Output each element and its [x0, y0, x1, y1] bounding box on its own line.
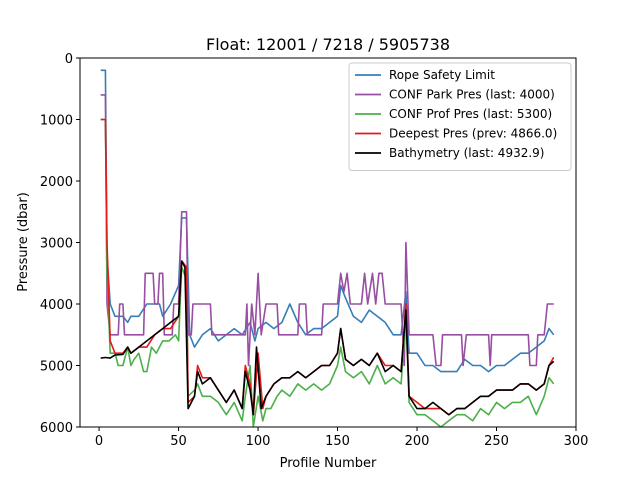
x-tick-label: 250 [484, 434, 509, 449]
y-tick-label: 6000 [40, 421, 73, 436]
legend-entry: Deepest Pres (prev: 4866.0) [389, 127, 557, 141]
legend-entry: Rope Safety Limit [389, 68, 495, 82]
x-tick-label: 0 [95, 434, 103, 449]
legend-entry: CONF Prof Pres (last: 5300) [389, 107, 552, 121]
legend-box [348, 62, 572, 171]
series-line-3 [100, 118, 555, 427]
chart-title: Float: 12001 / 7218 / 5905738 [206, 35, 450, 54]
x-tick-label: 150 [325, 434, 350, 449]
legend: Rope Safety Limit CONF Park Pres (last: 4… [348, 62, 572, 171]
legend-entry: CONF Park Pres (last: 4000) [389, 88, 555, 102]
y-axis: 0 1000 2000 3000 4000 5000 6000 [40, 52, 80, 436]
series-line-2 [100, 94, 554, 367]
y-tick-label: 2000 [40, 175, 73, 190]
legend-entry: Bathymetry (last: 4932.9) [389, 146, 544, 160]
y-tick-label: 4000 [40, 298, 73, 313]
series-line-5 [100, 260, 555, 416]
y-tick-label: 3000 [40, 237, 73, 252]
x-tick-label: 50 [170, 434, 187, 449]
series-line-1 [100, 69, 555, 373]
x-axis-label: Profile Number [280, 456, 377, 471]
x-tick-label: 300 [564, 434, 589, 449]
x-tick-label: 200 [405, 434, 430, 449]
y-tick-label: 0 [65, 52, 73, 67]
x-axis: 0 50 100 150 200 250 300 [95, 427, 588, 449]
y-tick-label: 5000 [40, 360, 73, 375]
x-tick-label: 100 [246, 434, 271, 449]
y-tick-label: 1000 [40, 114, 73, 129]
y-axis-label: Pressure (dbar) [16, 192, 31, 292]
